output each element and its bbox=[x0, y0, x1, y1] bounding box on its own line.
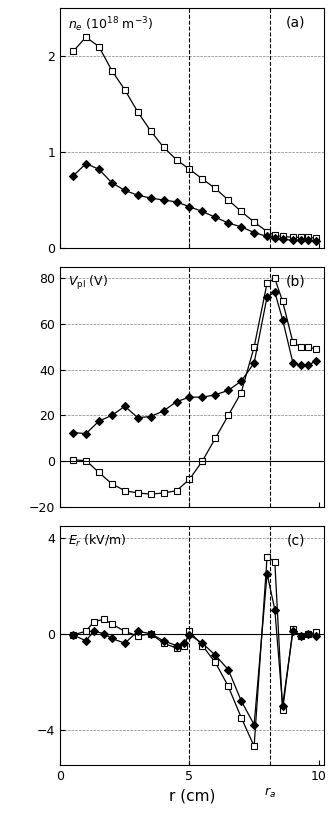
Text: $r_a$: $r_a$ bbox=[264, 785, 276, 800]
X-axis label: r (cm): r (cm) bbox=[169, 789, 215, 804]
Text: (a): (a) bbox=[286, 16, 306, 29]
Text: $E_r$ (kV/m): $E_r$ (kV/m) bbox=[68, 533, 127, 549]
Text: (b): (b) bbox=[286, 275, 306, 288]
Text: (c): (c) bbox=[287, 533, 306, 547]
Text: $n_e$ $(10^{18}$ m$^{-3}$): $n_e$ $(10^{18}$ m$^{-3}$) bbox=[68, 16, 153, 34]
Text: $V_{\rm pl}$ (V): $V_{\rm pl}$ (V) bbox=[68, 275, 108, 292]
